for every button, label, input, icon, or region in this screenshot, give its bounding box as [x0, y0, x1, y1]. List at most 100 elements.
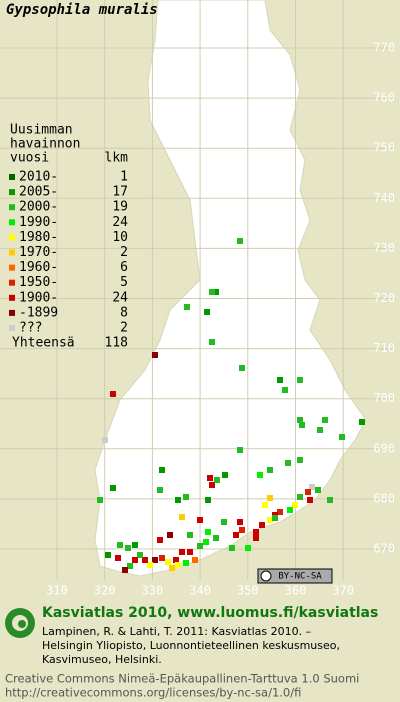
occurrence: [179, 549, 185, 555]
occurrence: [257, 472, 263, 478]
legend-count: 10: [112, 230, 128, 245]
occurrence: [299, 422, 305, 428]
legend-count-header: lkm: [105, 151, 129, 166]
legend-total-label: Yhteensä: [12, 336, 75, 351]
legend-count: 8: [120, 305, 128, 320]
occurrence: [184, 304, 190, 310]
y-label: 710: [373, 341, 395, 355]
y-label: 670: [373, 542, 395, 556]
occurrences: [97, 238, 365, 573]
x-label: 330: [142, 584, 164, 598]
finland: [94, 0, 367, 577]
x-label: 310: [46, 584, 68, 598]
citation: Kasvimuseo, Helsinki.: [42, 653, 162, 666]
legend-swatch: [9, 279, 15, 286]
y-label: 750: [373, 141, 395, 155]
legend-header: vuosi: [10, 151, 49, 166]
occurrence: [262, 502, 268, 508]
legend-label: 1900-: [19, 290, 58, 305]
legend-count: 1: [120, 170, 128, 185]
occurrence: [322, 417, 328, 423]
license: http://creativecommons.org/licenses/by-n…: [5, 686, 301, 700]
occurrence: [214, 477, 220, 483]
legend-swatch: [9, 264, 15, 271]
legend-swatch: [9, 174, 15, 180]
occurrence: [197, 543, 203, 549]
occurrence: [277, 377, 283, 383]
occurrence: [292, 502, 298, 508]
occurrence: [282, 387, 288, 393]
occurrence: [259, 522, 265, 528]
y-label: 700: [373, 391, 395, 405]
occurrence: [233, 532, 239, 538]
occurrence: [197, 517, 203, 523]
occurrence: [125, 545, 131, 551]
occurrence: [137, 552, 143, 558]
occurrence: [159, 555, 165, 561]
occurrence: [179, 514, 185, 520]
x-label: 370: [332, 584, 354, 598]
legend-swatch: [9, 189, 15, 196]
occurrence: [187, 549, 193, 555]
legend-swatch: [9, 234, 15, 241]
occurrence: [309, 484, 315, 490]
cc-badge: BY-NC-SA: [257, 568, 333, 584]
occurrence: [183, 494, 189, 500]
grid: 310 320 330 340 350 360 370 770 760 750 740 730 720 7…: [0, 0, 395, 598]
x-label: 350: [237, 584, 259, 598]
occurrence: [307, 497, 313, 503]
occurrence: [159, 467, 165, 473]
occurrence: [165, 559, 171, 565]
occurrence: [117, 542, 123, 548]
occurrence: [339, 434, 345, 440]
occurrence: [287, 507, 293, 513]
occurrence: [297, 494, 303, 500]
occurrence: [237, 238, 243, 244]
occurrence: [152, 557, 158, 563]
occurrence: [157, 487, 163, 493]
legend-label: 1950-: [19, 275, 58, 290]
occurrence: [297, 417, 303, 423]
y-label: 770: [373, 41, 395, 55]
occurrence: [253, 529, 259, 535]
occurrence: [205, 497, 211, 503]
occurrence: [267, 467, 273, 473]
license: Creative Commons Nimeä-Epäkaupallinen-Ta…: [5, 672, 359, 686]
footer-heading: Kasviatlas 2010, www.luomus.fi/kasviatla…: [42, 605, 378, 621]
occurrence: [327, 497, 333, 503]
legend-label: 2000-: [19, 200, 58, 215]
occurrence: [173, 557, 179, 563]
occurrence: [245, 545, 251, 551]
legend-label: 2010-: [19, 170, 58, 185]
occurrence: [237, 447, 243, 453]
y-label: 720: [373, 291, 395, 305]
logo: [5, 608, 35, 638]
legend-count: 2: [120, 321, 128, 336]
legend-count: 24: [112, 290, 128, 305]
x-label: 340: [189, 584, 211, 598]
legend-count: 5: [120, 275, 128, 290]
y-label: 760: [373, 91, 395, 105]
occurrence: [132, 542, 138, 548]
occurrence: [267, 517, 273, 523]
occurrence: [272, 515, 278, 521]
legend-header: Uusimman: [10, 123, 73, 138]
legend-label: 1960-: [19, 260, 58, 275]
occurrence: [175, 497, 181, 503]
occurrence: [142, 557, 148, 563]
legend-label: 1970-: [19, 245, 58, 260]
occurrence: [253, 535, 259, 541]
occurrence: [209, 289, 215, 295]
occurrence: [209, 482, 215, 488]
y-label: 690: [373, 441, 395, 455]
occurrence: [359, 419, 365, 425]
occurrence: [315, 487, 321, 493]
occurrence: [102, 437, 108, 443]
occurrence: [127, 563, 133, 569]
occurrence: [229, 545, 235, 551]
occurrence: [222, 472, 228, 478]
legend-swatch: [9, 219, 15, 226]
occurrence: [192, 557, 198, 563]
y-label: 730: [373, 241, 395, 255]
